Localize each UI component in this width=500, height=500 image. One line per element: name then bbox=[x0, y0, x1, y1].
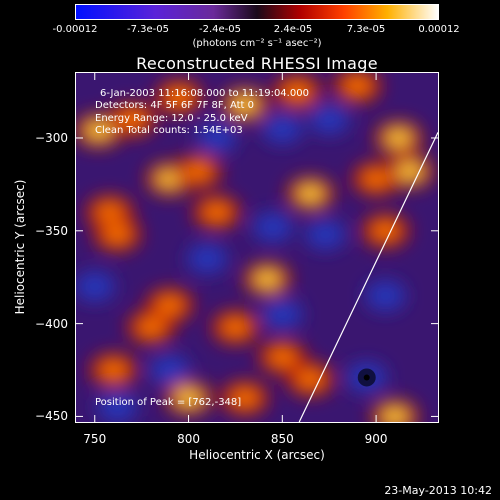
heatmap-bright-core bbox=[284, 82, 311, 101]
x-tick-label: 750 bbox=[83, 432, 107, 446]
heatmap-dark-blob bbox=[196, 122, 237, 153]
heatmap-bright-core bbox=[184, 162, 211, 181]
annotation-peak: Position of Peak = [762,-348] bbox=[95, 397, 242, 408]
heatmap-bright-core bbox=[222, 318, 249, 337]
heatmap-dark-blob bbox=[305, 219, 346, 250]
heatmap-bright-core bbox=[396, 162, 423, 181]
heatmap-bright-core bbox=[231, 95, 258, 114]
colorbar-tick: -7.3e-05 bbox=[127, 24, 169, 35]
annotation-detectors: Detectors: 4F 5F 6F 7F 8F, Att 0 bbox=[95, 100, 255, 111]
heatmap-bright-core bbox=[381, 407, 408, 422]
heatmap-bright-core bbox=[231, 388, 258, 407]
heatmap-bright-core bbox=[372, 221, 399, 240]
heatmap-dark-blob bbox=[97, 392, 138, 422]
heatmap-bright-core bbox=[100, 361, 127, 380]
x-tick-label: 900 bbox=[364, 432, 388, 446]
heatmap-dark-blob bbox=[252, 212, 293, 243]
heatmap-dark-blob bbox=[149, 355, 190, 386]
y-axis-label: Heliocentric Y (arcsec) bbox=[13, 179, 27, 315]
heatmap-bright-core bbox=[203, 203, 230, 222]
x-tick-label: 850 bbox=[270, 432, 294, 446]
heatmap-bright-core bbox=[104, 225, 131, 244]
heatmap-bright-core bbox=[119, 110, 146, 129]
heatmap-bright-core bbox=[138, 318, 165, 337]
y-tick-label: −400 bbox=[35, 316, 68, 331]
heatmap-bright-core bbox=[175, 388, 202, 407]
heatmap-bright-core bbox=[156, 296, 183, 315]
heatmap-bright-core bbox=[85, 121, 112, 140]
x-axis-label: Heliocentric X (arcsec) bbox=[189, 448, 325, 462]
heatmap-bright-core bbox=[385, 128, 412, 147]
heatmap-dark-blob bbox=[365, 280, 406, 311]
x-tick-label: 800 bbox=[177, 432, 200, 446]
heatmap-bright-core bbox=[96, 203, 123, 222]
annotation-energy: Energy Range: 12.0 - 25.0 keV bbox=[95, 113, 248, 124]
y-tick-label: −350 bbox=[35, 223, 68, 238]
heatmap-image bbox=[76, 73, 438, 422]
heatmap-bright-core bbox=[363, 169, 390, 188]
colorbar-tick: 0.00012 bbox=[418, 24, 460, 35]
heatmap-dark-blob bbox=[187, 243, 228, 274]
heatmap-bright-core bbox=[166, 88, 193, 107]
colorbar-unit: (photons cm⁻² s⁻¹ asec⁻²) bbox=[192, 38, 322, 49]
heatmap-bright-core bbox=[269, 348, 296, 367]
heatmap-overlay bbox=[76, 73, 438, 422]
heatmap-dark-blob bbox=[262, 113, 303, 144]
colorbar-tick: 7.3e-05 bbox=[346, 24, 386, 35]
colorbar bbox=[75, 4, 439, 20]
heatmap-bright-core bbox=[344, 76, 371, 95]
colorbar-tick: -2.4e-05 bbox=[199, 24, 241, 35]
colorbar-tick: -0.00012 bbox=[52, 24, 98, 35]
timestamp: 23-May-2013 10:42 bbox=[384, 484, 492, 497]
annotation-time-range: 6-Jan-2003 11:16:08.000 to 11:19:04.000 bbox=[100, 88, 309, 99]
y-tick-label: −450 bbox=[35, 409, 68, 424]
heatmap-dark-blob bbox=[76, 271, 115, 302]
heatmap-dark-blob bbox=[309, 104, 350, 135]
annotation-clean: Clean Total counts: 1.54E+03 bbox=[95, 125, 243, 136]
heatmap-bright-core bbox=[297, 184, 324, 203]
heatmap-blobs bbox=[76, 73, 434, 422]
peak-marker-dot bbox=[363, 374, 370, 381]
y-tick-label: −300 bbox=[35, 130, 68, 145]
heatmap-bright-core bbox=[254, 270, 281, 289]
plot-area bbox=[75, 72, 439, 423]
heatmap-dark-blob bbox=[262, 299, 303, 330]
limb-line bbox=[298, 132, 438, 422]
colorbar-tick: 2.4e-05 bbox=[273, 24, 313, 35]
chart-title: Reconstructed RHESSI Image bbox=[136, 54, 378, 73]
